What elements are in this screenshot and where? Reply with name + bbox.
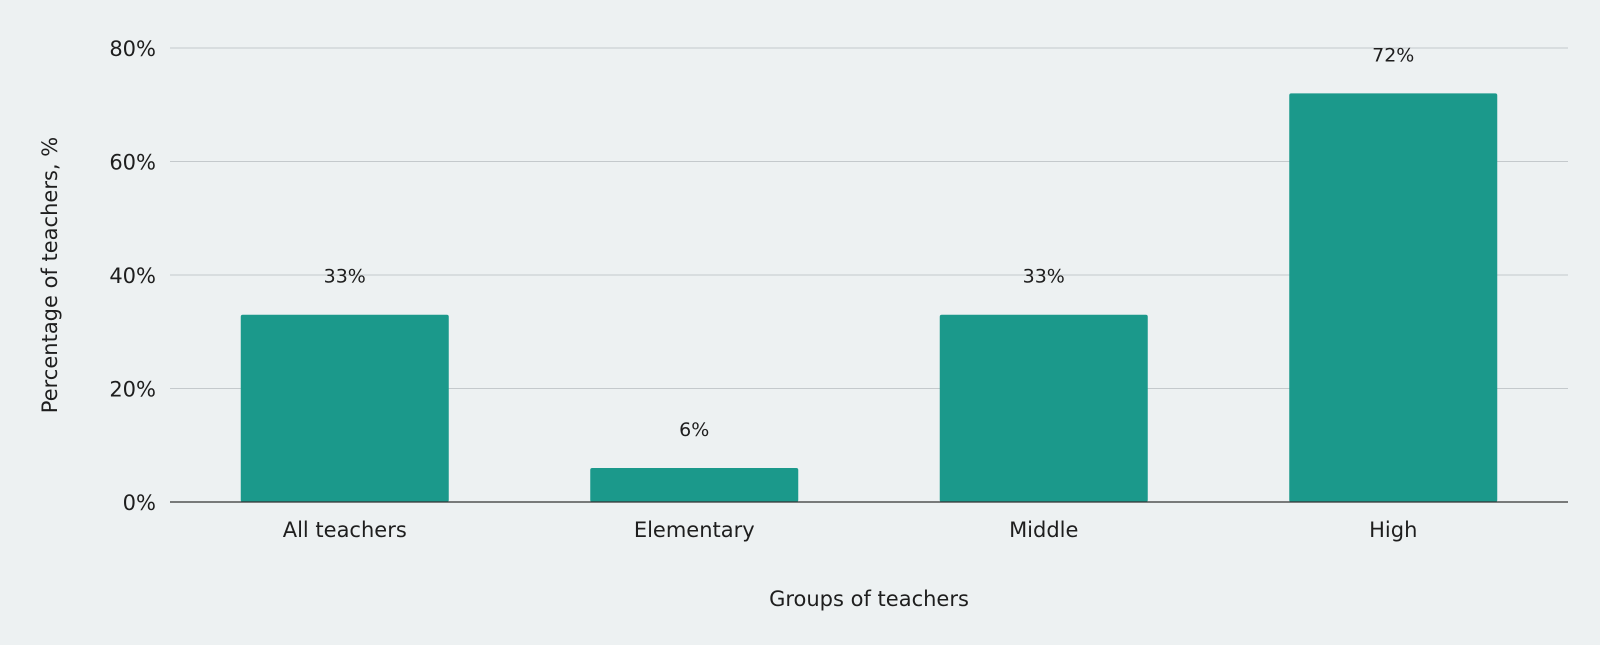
y-axis-title: Percentage of teachers, %: [38, 137, 62, 413]
y-tick-label: 20%: [109, 378, 156, 402]
bar-data-label: 33%: [1023, 266, 1065, 288]
x-tick-label: High: [1369, 518, 1417, 542]
bar-data-label: 6%: [679, 419, 709, 441]
x-tick-label: Elementary: [634, 518, 755, 542]
y-tick-label: 40%: [109, 264, 156, 288]
bar-data-label: 33%: [324, 266, 366, 288]
x-tick-labels: All teachers Elementary Middle High: [283, 518, 1418, 542]
bar: [240, 314, 449, 502]
y-tick-label: 80%: [109, 37, 156, 61]
bar: [939, 314, 1148, 502]
x-tick-label: Middle: [1009, 518, 1078, 542]
data-labels: 33% 6% 33% 72%: [324, 44, 1415, 441]
x-axis-title: Groups of teachers: [769, 587, 969, 611]
y-tick-label: 60%: [109, 151, 156, 175]
bar-data-label: 72%: [1372, 44, 1414, 66]
bars: [240, 93, 1498, 503]
y-tick-labels: 0% 20% 40% 60% 80%: [109, 37, 156, 515]
y-tick-label: 0%: [123, 491, 156, 515]
bar: [590, 467, 799, 502]
x-tick-label: All teachers: [283, 518, 407, 542]
bar: [1289, 93, 1498, 503]
